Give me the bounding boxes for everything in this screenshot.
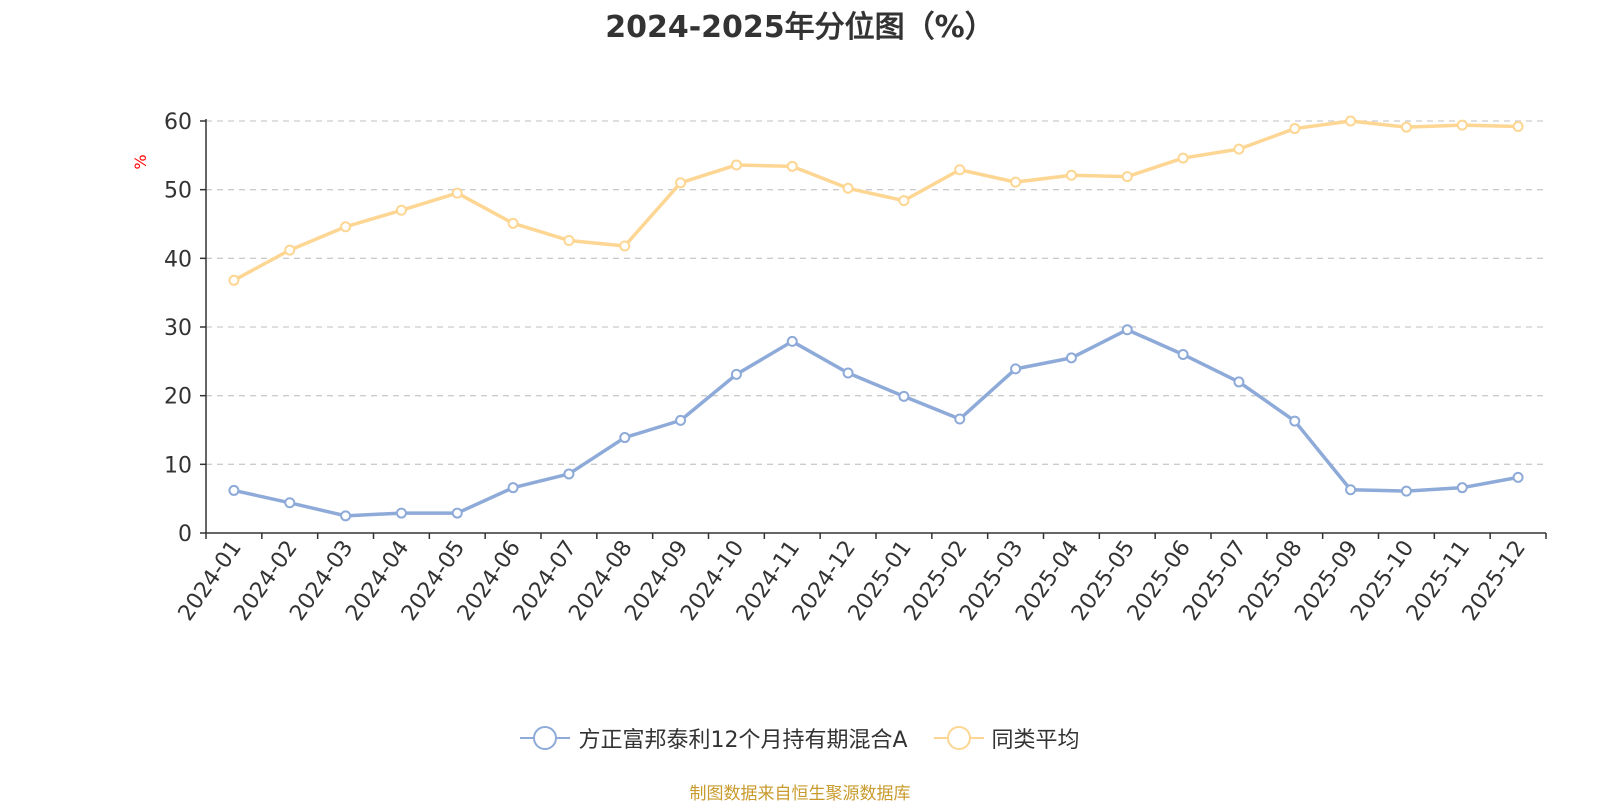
source-note: 制图数据来自恒生聚源数据库 [689,784,911,804]
series-line-0 [233,327,1519,518]
y-tick-label-50: 50 [164,179,192,204]
series-1-point-2025-04 [1065,169,1077,181]
legend-swatch-average [933,726,984,750]
series-0-point-2024-06 [507,482,519,494]
series-0-point-2024-02 [284,497,296,509]
series-0-point-2024-08 [619,432,631,444]
series-0-point-2024-12 [842,367,854,379]
series-0-point-2025-08 [1289,415,1301,427]
series-1-point-2025-07 [1233,143,1245,155]
series-0-point-2025-10 [1400,485,1412,497]
series-0-point-2024-04 [395,507,407,519]
series-1-point-2024-02 [284,244,296,256]
grid-lines [206,120,1546,465]
series-line-1 [233,119,1519,282]
series-1-point-2024-04 [395,204,407,216]
series-1-point-2025-12 [1512,120,1524,132]
series-0-point-2024-09 [675,414,687,426]
series-0-point-2025-05 [1121,324,1133,336]
series-0-point-2025-11 [1456,482,1468,494]
series-1-point-2024-03 [340,221,352,233]
series-1-point-2025-10 [1400,121,1412,133]
series-1-point-2024-05 [451,187,463,199]
axes: 01020304050602024-012024-022024-032024-0… [164,110,1547,626]
series-1-point-2025-05 [1121,171,1133,183]
chart-title: 2024-2025年分位图（%） [605,10,995,45]
legend-label-average: 同类平均 [991,728,1080,753]
y-tick-label-20: 20 [164,385,192,410]
series-0-point-2025-06 [1177,348,1189,360]
series-1-point-2025-01 [898,195,910,207]
legend-item-average[interactable]: 同类平均 [933,722,1080,754]
series-0-point-2025-03 [1010,363,1022,375]
legend-item-fund[interactable]: 方正富邦泰利12个月持有期混合A [520,722,908,754]
series-0-point-2024-05 [451,507,463,519]
series-1-point-2025-09 [1345,115,1357,127]
series-0-point-2024-07 [563,468,575,480]
series-0-point-2025-04 [1065,352,1077,364]
series-1-point-2025-08 [1289,123,1301,135]
legend-label-fund: 方正富邦泰利12个月持有期混合A [578,728,908,753]
series-1-point-2025-11 [1456,119,1468,131]
y-tick-label-40: 40 [164,247,192,272]
series-1-point-2025-02 [954,164,966,176]
y-tick-label-30: 30 [164,316,192,341]
series-1-point-2024-08 [619,240,631,252]
series-1-point-2024-07 [563,234,575,246]
series-1-point-2024-12 [842,182,854,194]
series-0-point-2025-09 [1345,484,1357,496]
series-1-point-2024-09 [675,177,687,189]
series-0-point-2024-11 [786,335,798,347]
series-1-point-2025-06 [1177,152,1189,164]
legend: 方正富邦泰利12个月持有期混合A 同类平均 [0,722,1600,754]
series-1-point-2024-06 [507,217,519,229]
series-0-point-2025-07 [1233,376,1245,388]
series-1-point-2025-03 [1010,176,1022,188]
legend-swatch-fund [520,726,571,750]
y-tick-label-60: 60 [164,110,192,135]
y-axis-label: % [131,154,150,169]
series-0-point-2025-01 [898,390,910,402]
series-1-point-2024-01 [228,274,240,286]
series-0-point-2024-01 [228,484,240,496]
series-0-point-2025-02 [954,413,966,425]
series-0-point-2024-10 [730,368,742,380]
series-1-point-2024-11 [786,160,798,172]
series-0-point-2024-03 [340,510,352,522]
y-tick-label-0: 0 [178,522,192,547]
y-tick-label-10: 10 [164,453,192,478]
series-1-point-2024-10 [730,159,742,171]
series-0-point-2025-12 [1512,471,1524,483]
series [228,115,1524,522]
